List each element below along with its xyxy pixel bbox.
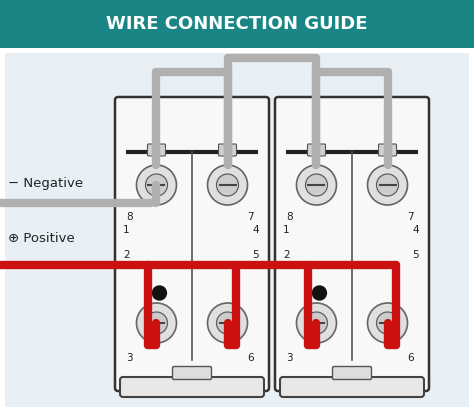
Circle shape: [376, 312, 399, 334]
Text: 3: 3: [286, 353, 292, 363]
Text: − Negative: − Negative: [8, 176, 83, 190]
Circle shape: [137, 303, 176, 343]
FancyBboxPatch shape: [120, 377, 264, 397]
Circle shape: [146, 312, 167, 334]
FancyBboxPatch shape: [173, 367, 211, 379]
Text: 3: 3: [126, 353, 133, 363]
Text: WIRE CONNECTION GUIDE: WIRE CONNECTION GUIDE: [106, 15, 368, 33]
Text: 1: 1: [123, 225, 129, 235]
Text: 7: 7: [407, 212, 414, 222]
FancyBboxPatch shape: [219, 144, 237, 156]
Text: 1: 1: [283, 225, 290, 235]
Circle shape: [208, 303, 247, 343]
Text: ⊕ Positive: ⊕ Positive: [8, 232, 75, 244]
Circle shape: [367, 303, 408, 343]
Circle shape: [153, 286, 166, 300]
Circle shape: [217, 174, 238, 196]
Circle shape: [312, 286, 327, 300]
Text: 7: 7: [247, 212, 254, 222]
Text: 4: 4: [412, 225, 419, 235]
Bar: [0, 0, 474, 48]
Circle shape: [146, 174, 167, 196]
FancyBboxPatch shape: [147, 144, 165, 156]
FancyBboxPatch shape: [379, 144, 397, 156]
Circle shape: [296, 303, 337, 343]
Circle shape: [367, 165, 408, 205]
Circle shape: [305, 174, 328, 196]
Text: 6: 6: [407, 353, 414, 363]
FancyBboxPatch shape: [280, 377, 424, 397]
FancyBboxPatch shape: [115, 97, 269, 391]
FancyBboxPatch shape: [308, 144, 326, 156]
Text: 5: 5: [412, 250, 419, 260]
Circle shape: [296, 165, 337, 205]
Text: 8: 8: [286, 212, 292, 222]
Circle shape: [376, 174, 399, 196]
Text: 2: 2: [283, 250, 290, 260]
Text: 8: 8: [126, 212, 133, 222]
Circle shape: [137, 165, 176, 205]
Text: 6: 6: [247, 353, 254, 363]
Bar: [5, 53, 469, 407]
FancyBboxPatch shape: [275, 97, 429, 391]
Bar: [0, 48, 474, 412]
Circle shape: [217, 312, 238, 334]
FancyBboxPatch shape: [332, 367, 372, 379]
Text: 5: 5: [252, 250, 259, 260]
Text: 2: 2: [123, 250, 129, 260]
Text: 4: 4: [252, 225, 259, 235]
Circle shape: [305, 312, 328, 334]
Circle shape: [208, 165, 247, 205]
